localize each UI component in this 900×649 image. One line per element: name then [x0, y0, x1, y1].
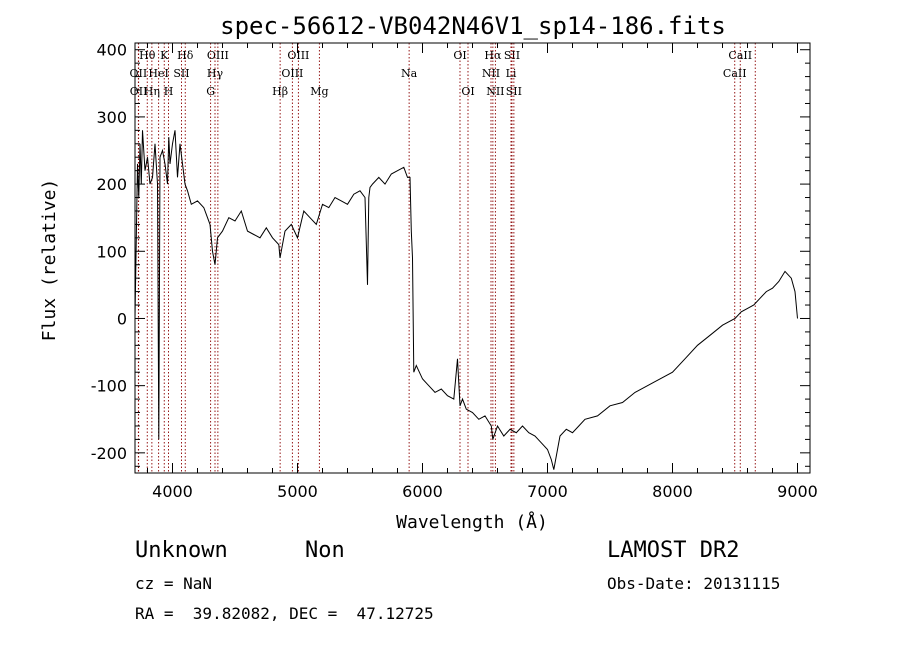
line-label: HeI: [148, 67, 168, 80]
x-tick-label: 8000: [652, 482, 693, 501]
y-tick-label: 0: [117, 309, 127, 328]
x-axis-label: Wavelength (Å): [396, 511, 548, 533]
x-tick-label: 7000: [527, 482, 568, 501]
line-label: SII: [506, 85, 522, 98]
line-label: CaII: [723, 67, 747, 80]
y-tick-label: -200: [91, 444, 127, 463]
line-label: OIII: [281, 67, 303, 80]
line-label: NII: [486, 85, 504, 98]
sky-coordinates: RA = 39.82082, DEC = 47.12725: [135, 604, 434, 623]
chart-title: spec-56612-VB042N46V1_sp14-186.fits: [220, 12, 726, 40]
x-tick-label: 6000: [402, 482, 443, 501]
line-label: OIII: [287, 49, 309, 62]
x-tick-label: 5000: [277, 482, 318, 501]
line-label: OII: [130, 85, 148, 98]
line-label: CaII: [728, 49, 752, 62]
line-label: SII: [173, 67, 189, 80]
spectrum-line: [134, 130, 798, 470]
line-label: NII: [482, 67, 500, 80]
x-tick-label: 4000: [152, 482, 193, 501]
line-label: CaII: [743, 0, 767, 3]
object-subclass: Non: [305, 538, 345, 563]
line-label: Na: [401, 67, 418, 80]
spectrum-series: [134, 130, 798, 470]
axes: 4000 5000 6000 7000 8000 9000 -200 -100 0 100 200 3…: [91, 41, 818, 501]
line-label: Hθ: [139, 49, 156, 62]
line-label: Hη: [144, 85, 160, 98]
line-label: H: [164, 85, 174, 98]
x-tick-label: 9000: [777, 482, 818, 501]
line-label: K: [160, 49, 169, 62]
line-label: OI: [461, 85, 474, 98]
survey-name: LAMOST DR2: [607, 538, 740, 563]
line-label: G: [206, 85, 215, 98]
line-label: SII: [504, 49, 520, 62]
line-label: OIII: [207, 49, 229, 62]
line-label: Hδ: [177, 49, 194, 62]
object-class: Unknown: [135, 538, 228, 563]
line-label: Li: [506, 67, 517, 80]
line-label: Hα: [484, 49, 502, 62]
line-label: Hγ: [207, 67, 224, 80]
plot-frame: [134, 42, 811, 474]
y-tick-label: 100: [96, 242, 127, 261]
line-label: Hβ: [272, 85, 288, 98]
y-axis-label: Flux (relative): [39, 179, 60, 342]
y-tick-label: 400: [96, 41, 127, 60]
y-tick-label: -100: [91, 377, 127, 396]
line-label: Mg: [310, 85, 328, 98]
redshift-value: cz = NaN: [135, 574, 213, 593]
y-tick-label: 300: [96, 108, 127, 127]
line-label: OII: [130, 67, 148, 80]
line-label: OI: [453, 49, 466, 62]
y-tick-label: 200: [96, 175, 127, 194]
observation-date: Obs-Date: 20131115: [607, 574, 781, 593]
